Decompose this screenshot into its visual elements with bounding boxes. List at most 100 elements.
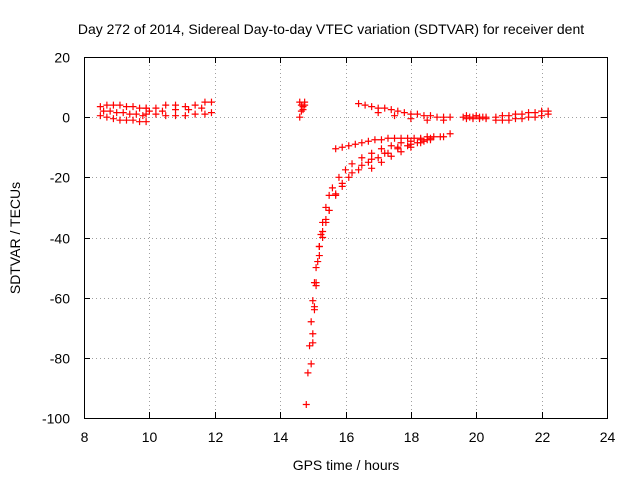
data-point (309, 297, 317, 305)
data-point (139, 112, 147, 120)
data-point (364, 137, 372, 145)
data-point (106, 107, 114, 115)
data-point (459, 113, 467, 121)
data-point (103, 101, 111, 109)
data-point (162, 112, 170, 120)
y-tick-labels: -100 -80 -60 -40 -20 0 20 (42, 50, 70, 427)
data-point (103, 113, 111, 121)
data-point (142, 104, 150, 112)
x-tick-label: 12 (208, 429, 224, 445)
data-point (181, 112, 189, 120)
data-point (433, 113, 441, 121)
data-point (482, 115, 490, 123)
data-point (525, 113, 533, 121)
series-cluster-14.7 (296, 98, 309, 121)
data-point (314, 258, 322, 266)
data-point (172, 112, 180, 120)
data-point (310, 303, 318, 311)
data-point (531, 113, 539, 121)
data-point (364, 158, 372, 166)
data-point (307, 318, 315, 326)
data-point (304, 369, 312, 377)
data-point (518, 115, 526, 123)
x-tick-label: 8 (81, 429, 89, 445)
data-point (207, 98, 215, 106)
data-point (145, 107, 153, 115)
data-point (391, 134, 399, 142)
data-point (126, 110, 134, 118)
data-points (96, 98, 552, 408)
x-tick-label: 16 (339, 429, 355, 445)
series-band-9.9-11.9 (142, 98, 215, 120)
data-point (374, 109, 382, 117)
data-point (476, 115, 484, 123)
data-point (358, 161, 366, 169)
y-tick-label: -60 (50, 291, 70, 307)
data-point (361, 101, 369, 109)
data-point (172, 106, 180, 114)
data-point (426, 112, 434, 120)
y-tick-label: -20 (50, 170, 70, 186)
data-point (394, 107, 402, 115)
data-point (446, 113, 454, 121)
data-point (129, 103, 137, 111)
data-point (511, 115, 519, 123)
data-point (381, 149, 389, 157)
data-point (317, 230, 325, 238)
series-curve-19h (368, 130, 454, 172)
y-tick-label: -40 (50, 231, 70, 247)
data-point (309, 330, 317, 338)
data-point (325, 191, 333, 199)
data-point (119, 109, 127, 117)
data-point (152, 104, 160, 112)
data-point (142, 118, 150, 126)
data-point (430, 133, 438, 141)
data-point (407, 115, 415, 123)
data-point (191, 101, 199, 109)
data-point (436, 133, 444, 141)
y-tick-label: 20 (54, 50, 70, 66)
data-point (469, 115, 477, 123)
data-point (368, 103, 376, 111)
data-point (462, 115, 470, 123)
data-point (142, 110, 150, 118)
data-point (472, 112, 480, 120)
series-curve-lower (302, 136, 431, 408)
data-point (332, 190, 340, 198)
data-point (387, 106, 395, 114)
x-axis-label: GPS time / hours (293, 457, 400, 473)
data-point (301, 98, 309, 106)
series-segment-15.7-18.7 (332, 133, 438, 153)
data-point (310, 279, 318, 287)
data-point (325, 206, 333, 214)
data-point (307, 360, 315, 368)
data-point (384, 134, 392, 142)
data-point (122, 103, 130, 111)
data-point (113, 109, 121, 117)
data-point (377, 158, 385, 166)
data-point (413, 110, 421, 118)
data-point (374, 154, 382, 162)
data-point (96, 112, 104, 120)
x-tick-label: 10 (142, 429, 158, 445)
series-band-20.6-22.2 (492, 107, 552, 124)
data-point (116, 101, 124, 109)
data-point (306, 342, 314, 350)
x-tick-labels: 8 10 12 14 16 18 20 22 24 (81, 429, 616, 445)
data-point (351, 140, 359, 148)
data-point (377, 145, 385, 153)
data-point (109, 101, 117, 109)
data-point (492, 116, 500, 124)
series-band-16.4-19.2 (355, 100, 454, 124)
series-curve-mid (307, 137, 428, 368)
data-point (498, 116, 506, 124)
data-point (207, 109, 215, 117)
data-point (345, 173, 353, 181)
data-point (371, 136, 379, 144)
data-point (201, 98, 209, 106)
series-band-8.5-9.9 (96, 101, 150, 126)
chart-title: Day 272 of 2014, Sidereal Day-to-day VTE… (78, 21, 584, 37)
data-point (100, 107, 108, 115)
data-point (332, 145, 340, 153)
x-tick-label: 22 (535, 429, 551, 445)
